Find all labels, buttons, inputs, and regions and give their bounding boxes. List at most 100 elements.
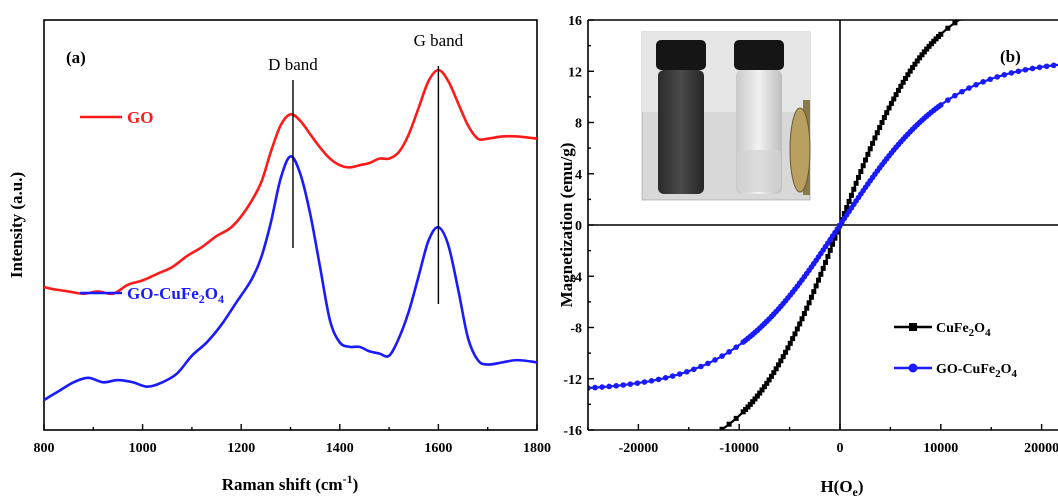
cufe2o4-point xyxy=(917,55,923,61)
cufe2o4-point xyxy=(825,253,831,259)
cufe2o4-point xyxy=(846,198,852,204)
go-cufe2o4-point xyxy=(1036,64,1043,71)
cufe2o4-point xyxy=(820,265,826,271)
cufe2o4-point xyxy=(698,438,703,443)
go-cufe2o4-point xyxy=(648,378,655,384)
cufe2o4-point xyxy=(691,441,696,446)
go-cufe2o4-point xyxy=(1029,65,1036,72)
go-cufe2o4-point xyxy=(980,79,986,85)
cufe2o4-point xyxy=(752,396,758,402)
cufe2o4-point xyxy=(764,380,770,386)
mag-y-tick-label: -12 xyxy=(563,373,582,388)
cufe2o4-point xyxy=(818,271,824,277)
cufe2o4-point xyxy=(855,174,861,180)
go-cufe2o4-point xyxy=(1050,62,1057,69)
cufe2o4-point xyxy=(801,311,807,317)
go-cufe2o4-point xyxy=(712,357,718,363)
cufe2o4-point xyxy=(872,135,878,141)
go-cufe2o4-point xyxy=(620,382,627,388)
cufe2o4-point xyxy=(945,25,951,31)
cufe2o4-point xyxy=(928,41,934,47)
magnetization-y-axis-label: Magnetization (emu/g) xyxy=(557,143,576,308)
series-go-line xyxy=(43,68,538,296)
cufe2o4-point xyxy=(780,354,786,360)
cufe2o4-point xyxy=(745,404,751,410)
raman-x-tick-label: 800 xyxy=(34,441,55,456)
cufe2o4-point xyxy=(832,235,838,241)
cufe2o4-point xyxy=(757,390,763,396)
cufe2o4-point xyxy=(790,336,796,342)
cufe2o4-point xyxy=(614,456,619,461)
go-cufe2o4-point xyxy=(987,76,993,83)
go-cufe2o4-point xyxy=(613,382,620,389)
go-cufe2o4-point xyxy=(959,88,965,95)
raman-panel: 800 1000 1200 1400 1600 1800 D band G band (a… xyxy=(7,19,551,494)
magnetization-x-axis-label: H(Oe) xyxy=(820,477,863,499)
cufe2o4-point xyxy=(808,294,814,300)
legend-label-cufe2o4: CuFe2O4 xyxy=(936,321,991,339)
raman-x-tick-label: 1000 xyxy=(129,441,157,456)
go-cufe2o4-point xyxy=(733,344,739,350)
go-cufe2o4-point xyxy=(655,376,662,383)
cufe2o4-point xyxy=(900,79,906,85)
cufe2o4-point xyxy=(888,100,894,106)
cufe2o4-point xyxy=(865,151,871,157)
cufe2o4-point xyxy=(926,43,932,49)
go-cufe2o4-point xyxy=(634,380,641,386)
go-cufe2o4-point xyxy=(662,375,669,381)
cufe2o4-point xyxy=(747,401,753,407)
cufe2o4-point xyxy=(761,384,767,390)
d-band-annotation: D band xyxy=(268,55,318,74)
cufe2o4-point xyxy=(670,448,675,453)
cufe2o4-point xyxy=(787,340,793,346)
cufe2o4-point xyxy=(785,345,791,351)
cufe2o4-point xyxy=(792,331,798,337)
cufe2o4-point xyxy=(874,130,880,136)
magnetization-legend: CuFe2O4 GO-CuFe2O4 xyxy=(894,321,1018,380)
clear-vial-cap xyxy=(734,40,784,70)
go-cufe2o4-point xyxy=(1015,68,1022,75)
go-cufe2o4-point xyxy=(1043,63,1050,70)
cufe2o4-point xyxy=(912,61,918,67)
cufe2o4-point xyxy=(663,450,668,455)
go-cufe2o4-point xyxy=(627,381,634,387)
cufe2o4-point xyxy=(914,58,920,64)
legend-label-go: GO xyxy=(127,108,153,127)
go-cufe2o4-point xyxy=(669,373,676,379)
cufe2o4-point xyxy=(952,20,958,26)
cufe2o4-point xyxy=(858,169,864,175)
go-cufe2o4-point xyxy=(945,97,951,103)
cufe2o4-point xyxy=(886,105,892,111)
panel-label-a: (a) xyxy=(66,48,86,67)
cufe2o4-point xyxy=(877,125,883,131)
go-cufe2o4-point xyxy=(641,379,648,385)
cufe2o4-point xyxy=(853,180,859,186)
cufe2o4-point xyxy=(776,362,782,368)
cufe2o4-point xyxy=(797,321,803,327)
mag-y-tick-label: 12 xyxy=(568,65,582,80)
raman-x-tick-label: 1200 xyxy=(227,441,255,456)
panel-label-b: (b) xyxy=(1000,47,1021,66)
cufe2o4-point xyxy=(719,426,725,430)
cufe2o4-point xyxy=(891,96,897,102)
cufe2o4-point xyxy=(778,358,784,364)
go-cufe2o4-point xyxy=(726,349,732,355)
cufe2o4-point xyxy=(754,393,760,399)
mag-x-tick-label: 10000 xyxy=(923,441,958,456)
cufe2o4-point xyxy=(907,68,913,74)
cufe2o4-point xyxy=(898,83,904,89)
cufe2o4-point xyxy=(830,241,836,247)
raman-y-axis-label: Intensity (a.u.) xyxy=(7,172,26,278)
raman-x-tick-label: 1400 xyxy=(326,441,354,456)
mag-y-tick-label: -16 xyxy=(563,424,582,439)
go-cufe2o4-point xyxy=(691,366,697,373)
mag-y-tick-label: 8 xyxy=(575,117,582,132)
cufe2o4-point xyxy=(593,457,598,462)
mag-x-tick-label: -10000 xyxy=(719,441,759,456)
cufe2o4-point xyxy=(910,65,916,71)
cufe2o4-point xyxy=(813,283,819,289)
cufe2o4-point xyxy=(733,415,739,421)
cufe2o4-point xyxy=(677,446,682,451)
go-cufe2o4-point xyxy=(592,384,598,391)
